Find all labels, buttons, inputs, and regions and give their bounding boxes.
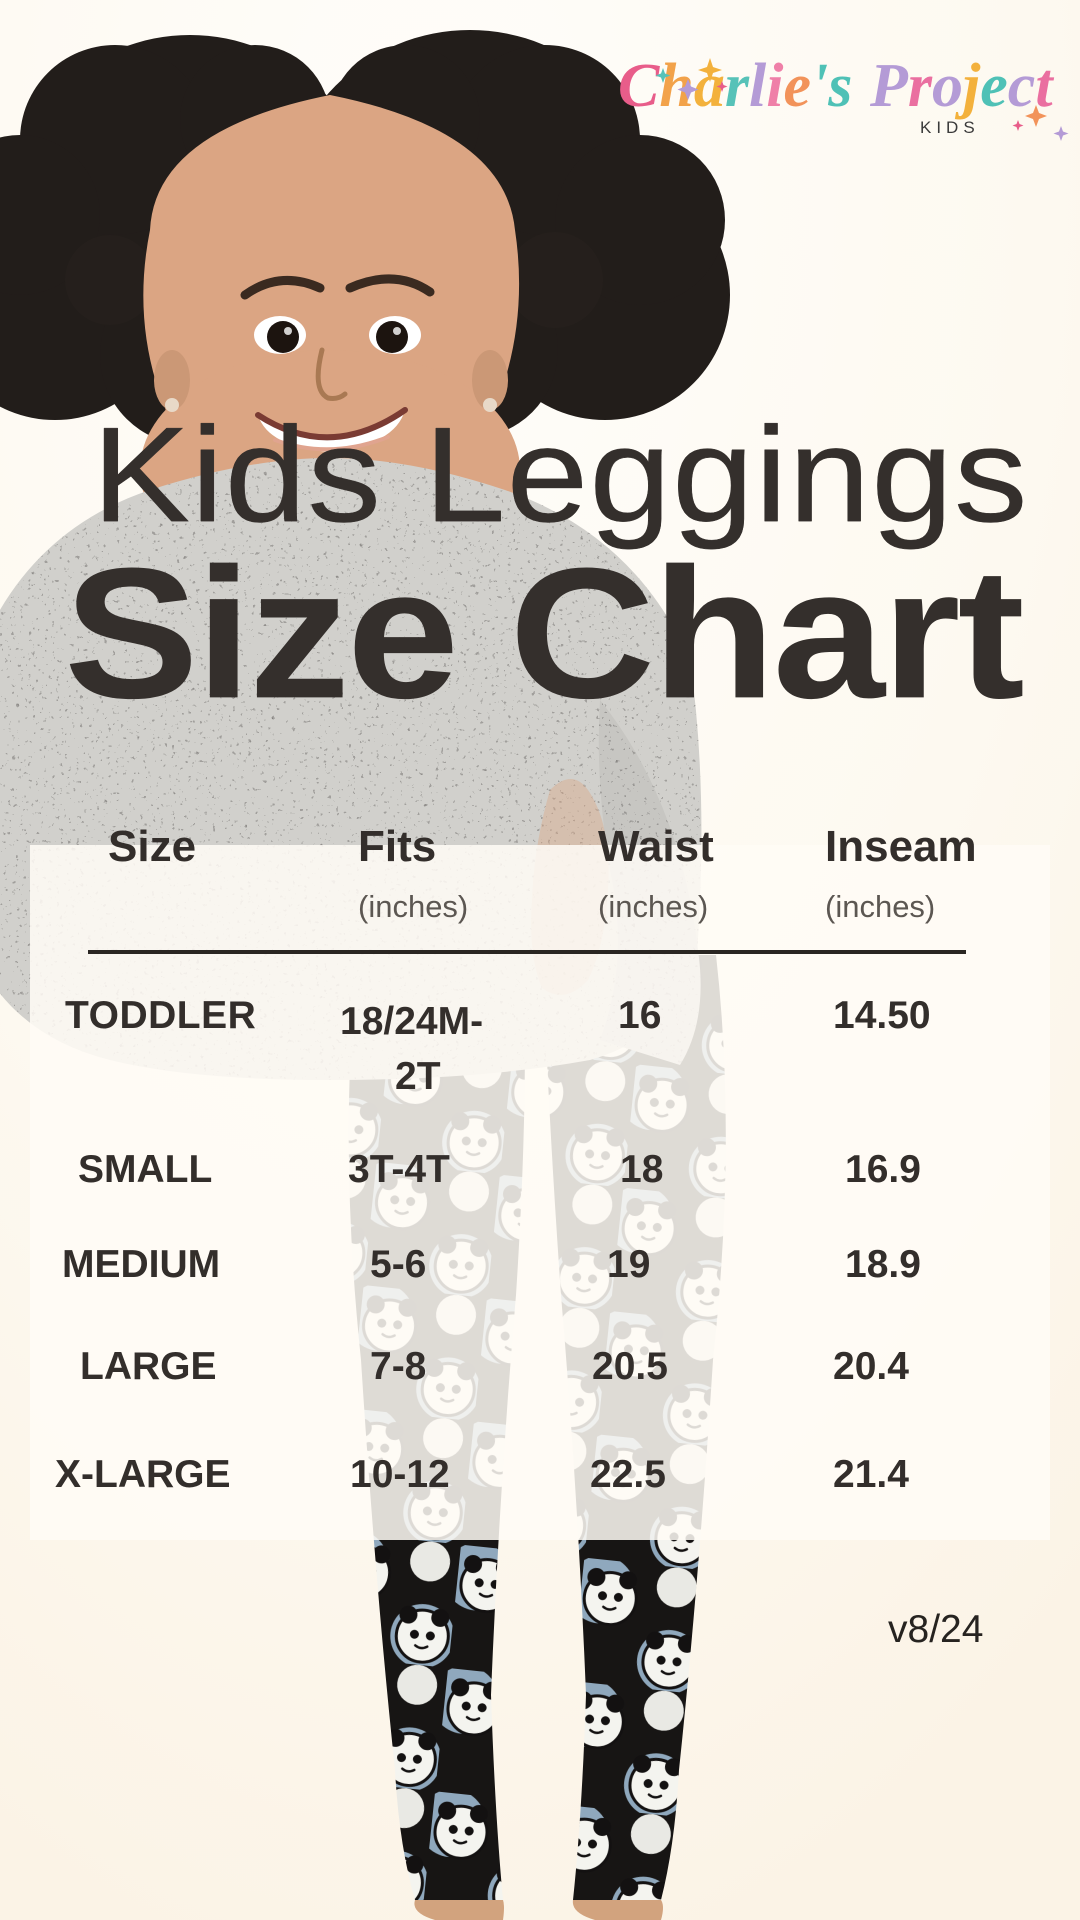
svg-text:KIDS: KIDS: [920, 118, 980, 137]
svg-text:Project: Project: [869, 52, 1054, 120]
svg-text:Charlie's: Charlie's: [618, 52, 852, 120]
